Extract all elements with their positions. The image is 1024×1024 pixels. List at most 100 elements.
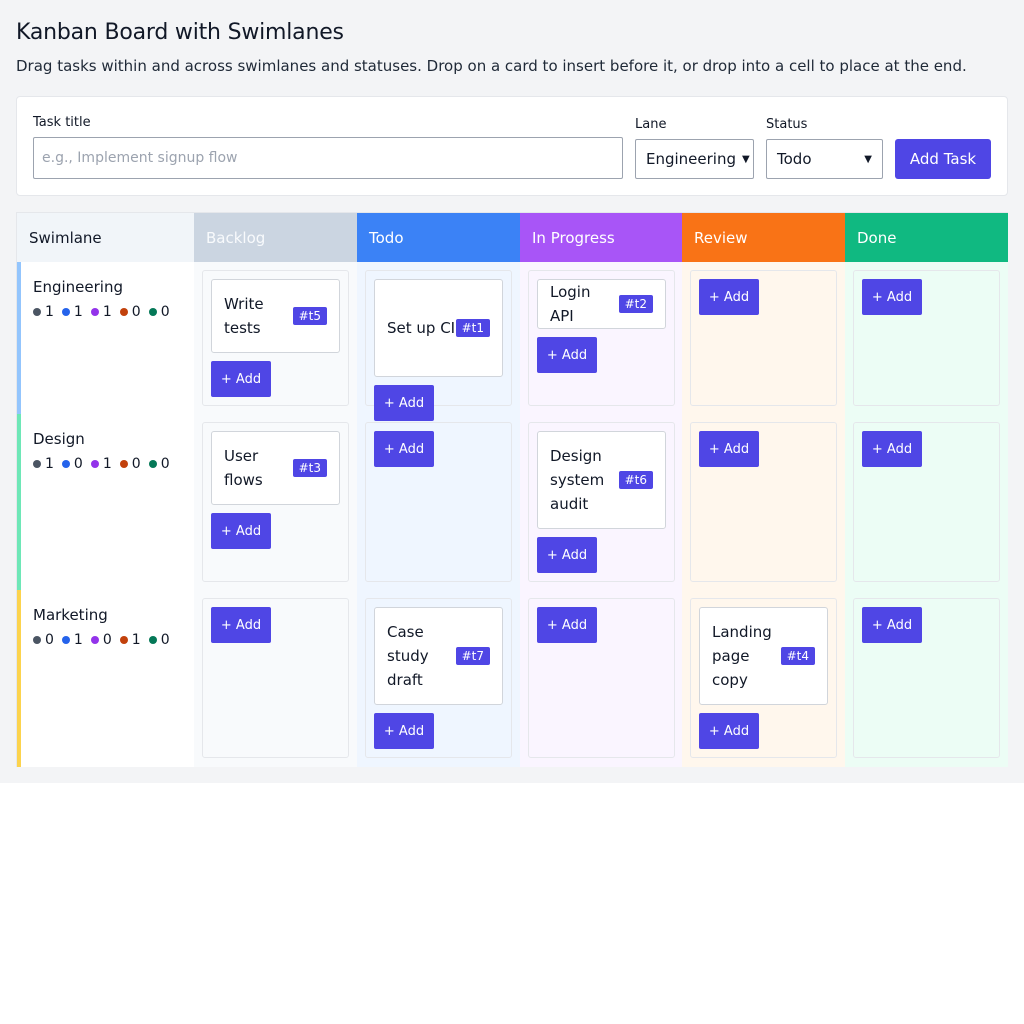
board-cell: + Add [853, 598, 1000, 758]
status-dot-icon [148, 460, 157, 468]
swimlane-status-counts: 0 1 0 1 0 [33, 632, 178, 648]
status-header-todo: Todo [357, 213, 520, 262]
status-count: 1 [61, 632, 83, 648]
status-select-value: Todo [777, 150, 812, 168]
add-task-form: Task title Lane Engineering ▼ Status Tod… [16, 96, 1008, 196]
add-card-button[interactable]: + Add [537, 537, 597, 573]
status-count: 0 [119, 304, 141, 320]
status-dot-icon [119, 308, 128, 316]
status-count-value: 0 [45, 632, 54, 648]
status-count-value: 1 [102, 304, 112, 320]
status-header-done: Done [845, 213, 1008, 262]
add-card-button[interactable]: + Add [537, 337, 597, 373]
add-card-button[interactable]: + Add [374, 385, 434, 421]
status-count: 0 [61, 456, 83, 472]
add-card-button[interactable]: + Add [211, 607, 271, 643]
status-count-value: 1 [131, 632, 141, 648]
swimlane-color-bar [17, 262, 21, 414]
status-count: 1 [33, 304, 54, 320]
status-count: 0 [119, 456, 141, 472]
status-select[interactable]: Todo ▼ [766, 139, 883, 179]
board-cell: Design system audit #t6 + Add [528, 422, 675, 582]
board-cell: + Add [690, 270, 837, 406]
task-title: Write tests [224, 295, 264, 337]
status-count-value: 1 [73, 632, 83, 648]
status-dot-icon [33, 636, 41, 644]
swimlane-header: Swimlane [17, 213, 194, 262]
task-title: Case study draft [387, 623, 429, 689]
status-label: Status [766, 117, 808, 132]
status-count-value: 1 [102, 456, 112, 472]
status-count: 1 [90, 456, 112, 472]
status-count-value: 0 [160, 632, 170, 648]
add-card-button[interactable]: + Add [699, 431, 759, 467]
task-id-badge: #t1 [455, 319, 490, 337]
add-card-button[interactable]: + Add [211, 361, 271, 397]
kanban-board: Swimlane Backlog Todo In Progress Review Don… [16, 212, 1008, 767]
swimlane-name: Design [33, 430, 85, 448]
board-cell: + Add [202, 598, 349, 758]
task-title: User flows [224, 447, 263, 489]
add-card-button[interactable]: + Add [374, 713, 434, 749]
swimlane-name: Engineering [33, 278, 123, 296]
status-header-in-progress: In Progress [520, 213, 683, 262]
board-cell: + Add [853, 270, 1000, 406]
status-dot-icon [90, 636, 99, 644]
status-count-value: 0 [160, 456, 170, 472]
task-id-badge: #t4 [780, 647, 815, 665]
swimlane-status-counts: 1 1 1 0 0 [33, 304, 178, 320]
status-count: 0 [148, 632, 170, 648]
status-dot-icon [33, 460, 41, 468]
board-cell: Case study draft #t7 + Add [365, 598, 512, 758]
board-cell: Landing page copy #t4 + Add [690, 598, 837, 758]
status-count-value: 1 [73, 304, 83, 320]
board-cell: + Add [528, 598, 675, 758]
status-count: 0 [33, 632, 54, 648]
status-count-value: 0 [131, 304, 141, 320]
status-count: 1 [33, 456, 54, 472]
status-dot-icon [148, 636, 157, 644]
board-cell: Login API #t2 + Add [528, 270, 675, 406]
status-header-review: Review [682, 213, 845, 262]
task-id-badge: #t5 [292, 307, 327, 325]
add-card-button[interactable]: + Add [374, 431, 434, 467]
status-count-value: 0 [160, 304, 170, 320]
status-count: 1 [61, 304, 83, 320]
task-title: Landing page copy [712, 623, 772, 689]
status-count: 0 [90, 632, 112, 648]
board-cell: + Add [365, 422, 512, 582]
add-card-button[interactable]: + Add [699, 279, 759, 315]
board-cell: Write tests #t5 + Add [202, 270, 349, 406]
add-card-button[interactable]: + Add [862, 279, 922, 315]
lane-select-value: Engineering [646, 150, 736, 168]
status-count-value: 0 [73, 456, 83, 472]
status-count: 0 [148, 456, 170, 472]
task-card[interactable]: Set up CI #t1 [374, 279, 503, 377]
task-title-label: Task title [33, 115, 91, 130]
task-card[interactable]: Case study draft #t7 [374, 607, 503, 705]
swimlane-engineering: Engineering 1 1 1 0 0 [17, 262, 194, 414]
add-task-button[interactable]: Add Task [895, 139, 991, 179]
swimlane-color-bar [17, 414, 21, 590]
chevron-down-icon: ▼ [742, 153, 750, 165]
task-id-badge: #t3 [292, 459, 327, 477]
task-card[interactable]: Write tests #t5 [211, 279, 340, 353]
task-card[interactable]: Design system audit #t6 [537, 431, 666, 529]
add-card-button[interactable]: + Add [699, 713, 759, 749]
status-dot-icon [33, 308, 41, 316]
chevron-down-icon: ▼ [864, 153, 872, 165]
add-card-button[interactable]: + Add [862, 431, 922, 467]
add-card-button[interactable]: + Add [211, 513, 271, 549]
task-card[interactable]: Login API #t2 [537, 279, 666, 329]
status-count-value: 0 [102, 632, 112, 648]
board-cell: + Add [690, 422, 837, 582]
task-card[interactable]: Landing page copy #t4 [699, 607, 828, 705]
page-title: Kanban Board with Swimlanes [16, 20, 344, 45]
task-title-input[interactable] [33, 137, 623, 179]
swimlane-name: Marketing [33, 606, 108, 624]
task-card[interactable]: User flows #t3 [211, 431, 340, 505]
lane-select[interactable]: Engineering ▼ [635, 139, 754, 179]
add-card-button[interactable]: + Add [537, 607, 597, 643]
status-count-value: 1 [45, 304, 54, 320]
add-card-button[interactable]: + Add [862, 607, 922, 643]
